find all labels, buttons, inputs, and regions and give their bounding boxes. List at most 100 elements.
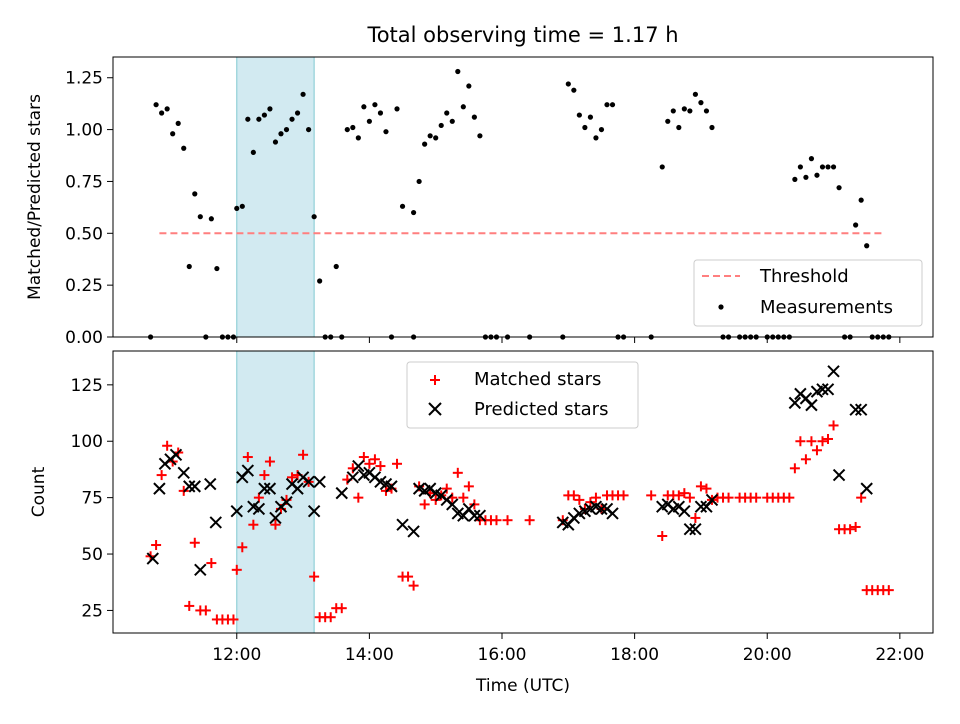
measurement-point bbox=[670, 108, 676, 114]
measurement-point bbox=[170, 131, 176, 137]
predicted-star-point bbox=[832, 468, 846, 482]
measurement-point bbox=[565, 81, 571, 87]
matched-star-point bbox=[845, 524, 856, 535]
matched-star-point bbox=[156, 470, 167, 481]
measurement-point bbox=[858, 197, 864, 203]
predicted-star-stroke bbox=[412, 482, 426, 495]
measurement-point bbox=[245, 116, 251, 122]
predicted-star-point bbox=[816, 383, 829, 396]
predicted-stars-legend-label: Predicted stars bbox=[474, 399, 608, 420]
predicted-star-point bbox=[346, 471, 360, 484]
measurement-point bbox=[665, 118, 671, 124]
measurement-point bbox=[300, 91, 306, 97]
predicted-star-stroke bbox=[821, 383, 835, 396]
matched-star-point bbox=[850, 521, 861, 532]
predicted-star-stroke bbox=[705, 493, 719, 507]
matched-star-point bbox=[817, 436, 828, 447]
matched-star-point bbox=[823, 433, 834, 444]
measurement-point bbox=[306, 126, 312, 133]
predicted-star-stroke bbox=[689, 523, 702, 536]
top-y-tick-label: 0.00 bbox=[65, 328, 103, 348]
predicted-star-stroke bbox=[146, 552, 159, 565]
predicted-star-stroke bbox=[346, 471, 360, 484]
matched-star-point bbox=[375, 461, 386, 472]
predicted-star-stroke bbox=[230, 504, 243, 518]
predicted-star-stroke bbox=[816, 383, 829, 396]
top-legend: Threshold Measurements bbox=[693, 259, 923, 327]
predicted-star-stroke bbox=[385, 480, 398, 493]
matched-star-point bbox=[228, 614, 239, 625]
measurement-point bbox=[355, 135, 361, 141]
matched-star-point bbox=[452, 467, 463, 478]
x-axis-label: Time (UTC) bbox=[475, 676, 570, 696]
matched-star-point bbox=[162, 440, 173, 451]
top-y-tick-label: 1.00 bbox=[65, 121, 103, 141]
predicted-star-stroke bbox=[429, 486, 442, 500]
matched-star-point bbox=[684, 492, 695, 503]
predicted-star-stroke bbox=[313, 475, 326, 489]
matched-star-point bbox=[695, 481, 706, 492]
matched-star-point bbox=[657, 530, 668, 541]
predicted-star-stroke bbox=[832, 468, 846, 482]
measurement-point bbox=[294, 110, 301, 116]
matched-star-point bbox=[248, 519, 259, 530]
predicted-star-point bbox=[194, 563, 207, 577]
predicted-star-stroke bbox=[678, 504, 691, 518]
predicted-star-point bbox=[849, 403, 862, 416]
measurement-point bbox=[410, 209, 417, 216]
predicted-star-point bbox=[302, 475, 315, 489]
predicted-star-point bbox=[188, 480, 201, 493]
predicted-star-point bbox=[263, 482, 277, 495]
bottom-legend: Matched stars Predicted stars bbox=[406, 361, 639, 429]
bottom-y-tick-label: 50 bbox=[81, 545, 103, 565]
matched-star-point bbox=[800, 454, 811, 465]
top-y-tick-label: 1.25 bbox=[65, 69, 103, 89]
predicted-star-stroke bbox=[805, 398, 818, 412]
top-y-tick-label: 0.25 bbox=[65, 276, 103, 296]
predicted-star-stroke bbox=[258, 482, 271, 495]
measurement-point bbox=[394, 106, 400, 112]
matched-star-point bbox=[419, 499, 430, 510]
measurement-point bbox=[239, 203, 245, 209]
predicted-star-point bbox=[291, 482, 304, 495]
matched-star-point bbox=[298, 449, 309, 460]
predicted-star-point bbox=[385, 480, 398, 493]
predicted-star-stroke bbox=[188, 480, 201, 493]
matched-star-point bbox=[441, 483, 452, 494]
predicted-star-point bbox=[252, 502, 266, 516]
measurement-point bbox=[272, 139, 279, 145]
matched-star-point bbox=[524, 515, 535, 526]
measurement-point bbox=[692, 91, 698, 97]
measurement-point bbox=[598, 126, 605, 133]
measurement-point bbox=[582, 124, 588, 131]
predicted-star-stroke bbox=[446, 498, 459, 511]
matched-star-point bbox=[690, 512, 701, 523]
predicted-star-point bbox=[258, 482, 271, 495]
measurement-point bbox=[709, 124, 715, 131]
matched-star-point bbox=[784, 492, 795, 503]
measurement-point bbox=[164, 106, 170, 112]
matched-star-point bbox=[502, 515, 513, 526]
matched-star-point bbox=[828, 420, 839, 431]
predicted-star-stroke bbox=[473, 509, 487, 522]
predicted-star-stroke bbox=[854, 403, 868, 416]
matched-star-point bbox=[568, 490, 579, 501]
measurement-point bbox=[853, 222, 859, 228]
bottom-x-tick-label: 12:00 bbox=[212, 645, 261, 665]
measurement-point bbox=[609, 102, 616, 108]
top-panel: 0.00 0.25 0.50 0.75 1.00 1.25 Total observing… bbox=[25, 23, 934, 348]
predicted-star-point bbox=[595, 502, 608, 516]
predicted-star-stroke bbox=[589, 500, 603, 513]
matched-star-point bbox=[618, 490, 629, 501]
measurement-point bbox=[836, 185, 842, 191]
threshold-legend-label: Threshold bbox=[759, 266, 849, 287]
predicted-star-stroke bbox=[462, 502, 476, 516]
measurement-point bbox=[350, 124, 356, 131]
measurements-legend-label: Measurements bbox=[760, 297, 893, 318]
matched-star-point bbox=[270, 519, 281, 530]
predicted-star-point bbox=[169, 448, 183, 461]
measurement-point bbox=[438, 122, 444, 129]
bottom-x-tick-label: 20:00 bbox=[743, 645, 792, 665]
